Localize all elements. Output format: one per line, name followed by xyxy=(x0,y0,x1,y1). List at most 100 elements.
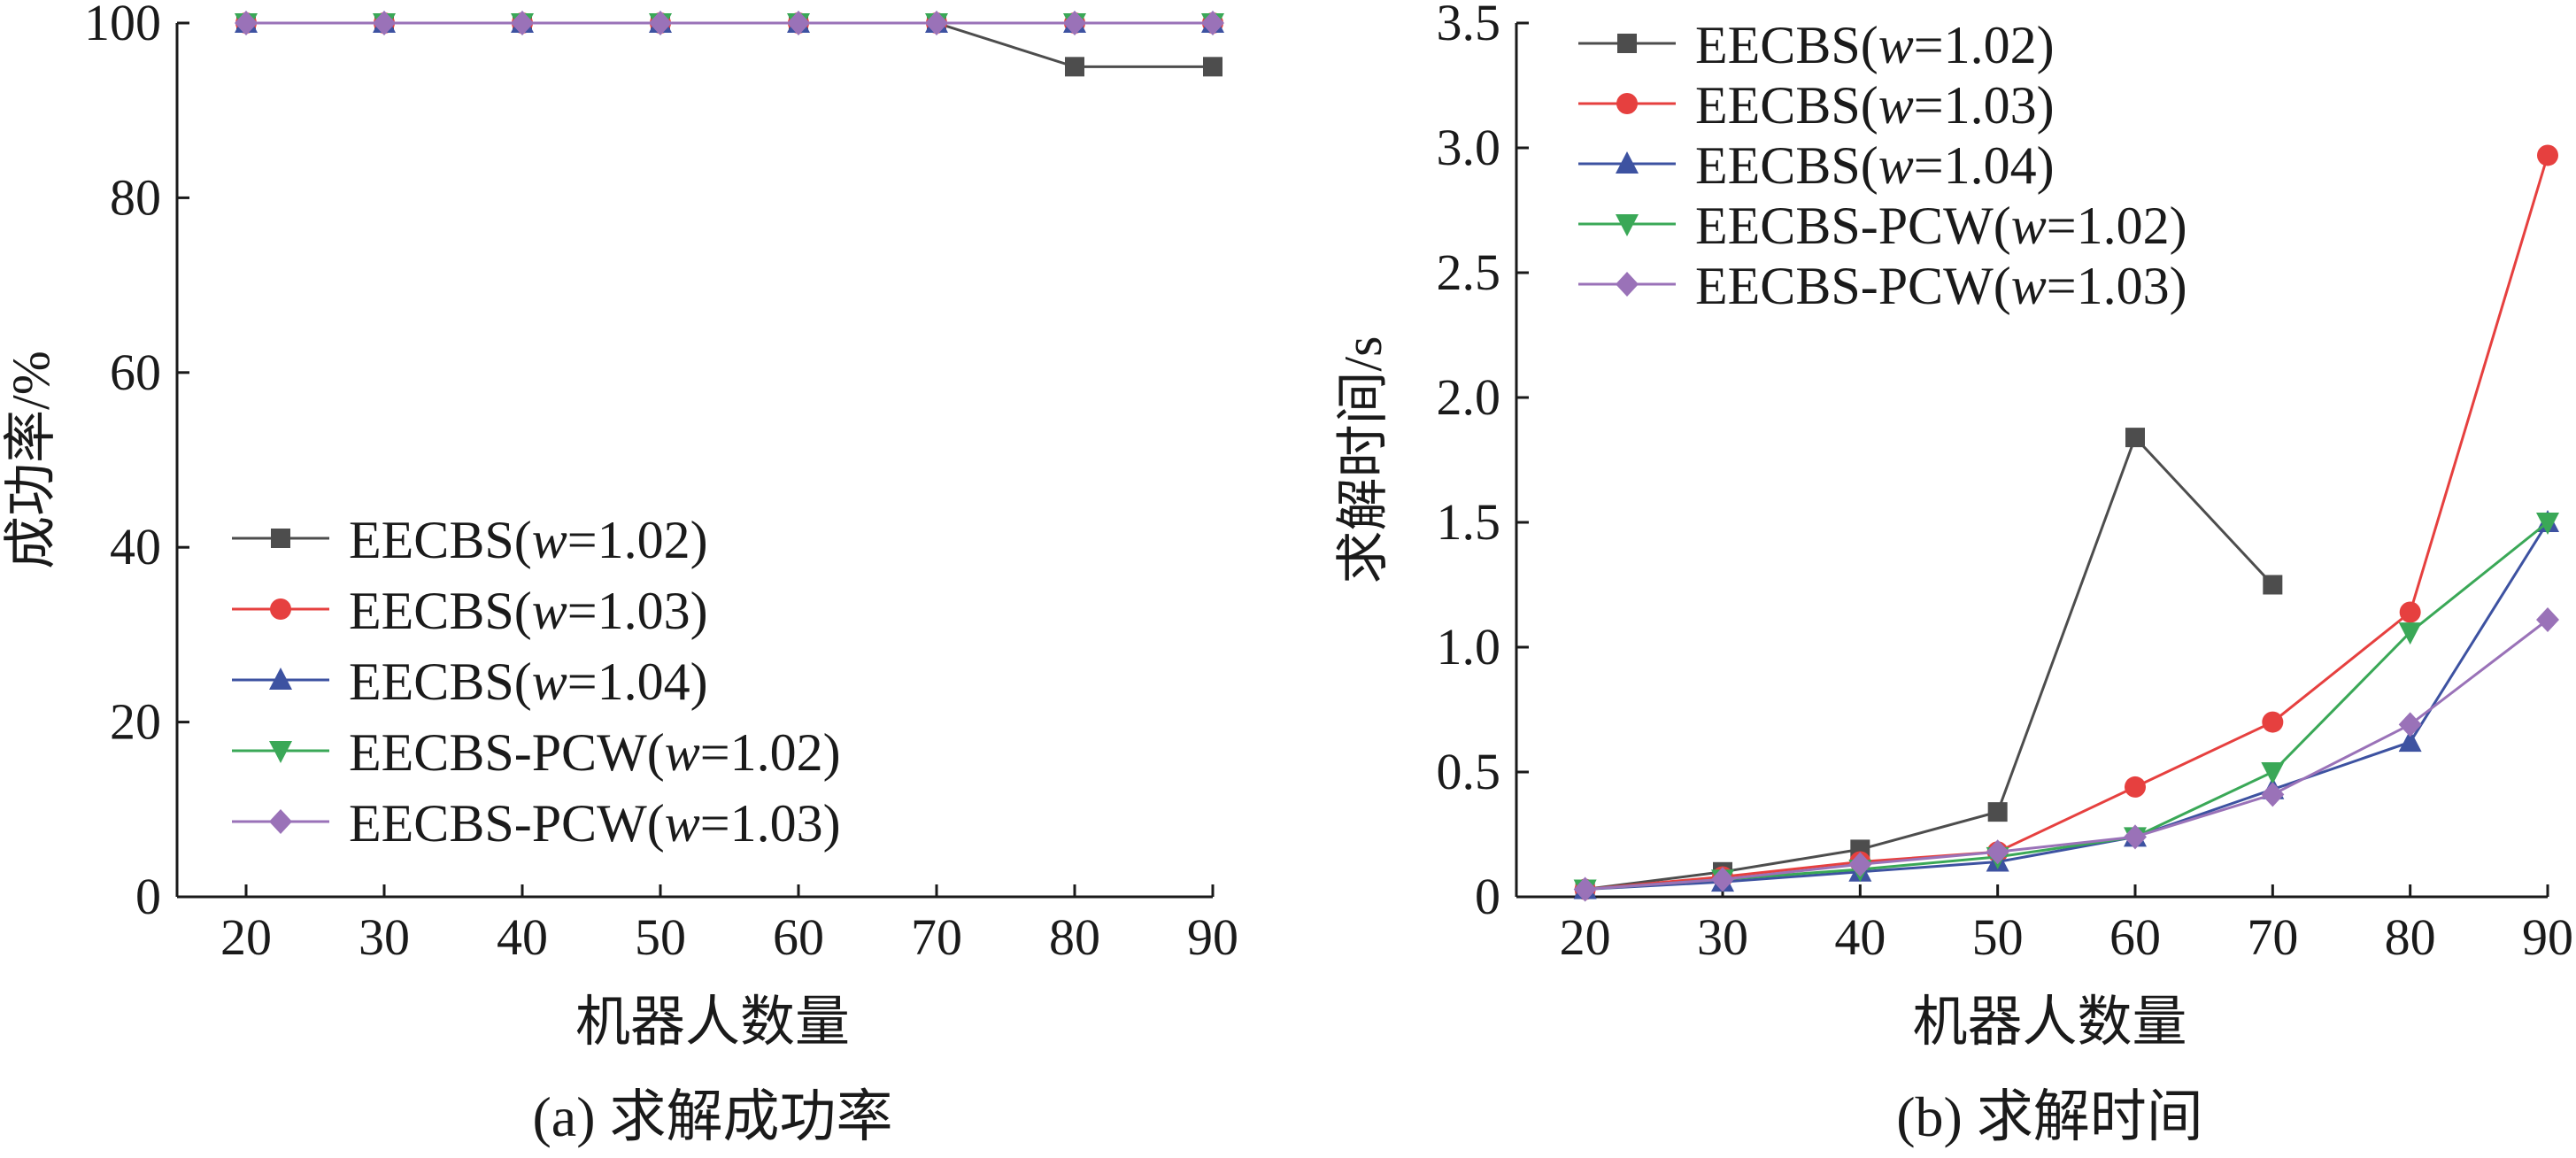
panel-a-x-tick-label: 30 xyxy=(359,908,410,966)
panel-b-y-tick-label: 3.5 xyxy=(1437,0,1501,51)
legend-label: EECBS(w=1.03) xyxy=(1695,76,2055,135)
panel-b-y-axis-label: 求解时间/s xyxy=(1334,336,1392,583)
panel-b-x-tick-label: 70 xyxy=(2247,908,2298,966)
panel-b-series-5 xyxy=(1573,606,2559,902)
legend-label: EECBS-PCW(w=1.02) xyxy=(349,723,841,782)
panel-b-x-tick-label: 90 xyxy=(2522,908,2573,966)
panel-b-data-point xyxy=(2262,711,2284,733)
panel-a-legend-item: EECBS(w=1.04) xyxy=(232,652,708,711)
panel-b-y-tick-label: 2.5 xyxy=(1437,243,1501,301)
legend-marker xyxy=(269,668,292,690)
panel-b-solve-time: 20 30 40 50 60 70 80 90 0 0.5 1.0 1.5 2.0 2.5 3.0 3.5 E… xyxy=(1334,0,2573,1148)
legend-label: EECBS(w=1.02) xyxy=(1695,16,2055,74)
panel-b-data-point xyxy=(2125,776,2146,798)
panel-b-data-point xyxy=(2398,730,2422,753)
panel-a-success-rate: 20 30 40 50 60 70 80 90 0 20 40 60 80 100 EECBS(w=1.0… xyxy=(2,0,1238,1148)
panel-b-data-point xyxy=(2125,428,2145,448)
panel-a-data-point xyxy=(1063,11,1086,35)
panel-b-x-tick-label: 30 xyxy=(1697,908,1748,966)
panel-b-data-point xyxy=(2398,712,2422,737)
panel-b-legend: EECBS(w=1.02)EECBS(w=1.03)EECBS(w=1.04)E… xyxy=(1578,16,2187,315)
panel-b-data-point xyxy=(2263,575,2283,595)
panel-b-data-point xyxy=(1573,876,1597,902)
panel-b-series-3 xyxy=(1573,510,2559,899)
panel-b-data-point xyxy=(2536,513,2559,535)
panel-a-data-point xyxy=(235,11,258,35)
panel-a-y-tick-label: 100 xyxy=(84,0,161,51)
panel-b-series-1 xyxy=(1575,428,2283,899)
panel-b-series-line xyxy=(1585,521,2549,891)
legend-label: EECBS(w=1.03) xyxy=(349,582,708,640)
panel-b-y-tick-label: 0.5 xyxy=(1437,743,1501,800)
panel-b-data-point xyxy=(2398,622,2422,645)
panel-b-data-point xyxy=(2399,601,2421,623)
panel-b-legend-item: EECBS(w=1.02) xyxy=(1578,16,2055,74)
panel-b-series-line xyxy=(1585,155,2549,891)
panel-b-y-tick-label: 1.5 xyxy=(1437,493,1501,551)
panel-a-legend: EECBS(w=1.02) EECBS(w=1.03) EECBS(w=1.04) E… xyxy=(232,511,841,853)
panel-b-data-point xyxy=(1986,839,2009,865)
panel-b-caption: (b) 求解时间 xyxy=(1896,1085,2203,1148)
panel-a-data-point xyxy=(373,11,396,35)
panel-a-x-tick-label: 80 xyxy=(1049,908,1100,966)
panel-b-y-tick-label: 0 xyxy=(1475,868,1500,925)
panel-a-legend-item: EECBS-PCW(w=1.03) xyxy=(232,794,841,853)
panel-a-legend-item: EECBS(w=1.03) xyxy=(232,582,708,640)
panel-b-x-tick-label: 60 xyxy=(2109,908,2161,966)
panel-a-data-point xyxy=(1201,11,1224,35)
panel-b-data-point xyxy=(2124,824,2147,850)
legend-label: EECBS(w=1.04) xyxy=(349,652,708,711)
panel-b-data-point xyxy=(1987,802,2008,822)
panel-a-data-point xyxy=(1203,57,1222,77)
panel-a-data-point xyxy=(787,11,810,35)
panel-b-series-line xyxy=(1585,435,2274,891)
legend-label: EECBS(w=1.04) xyxy=(1695,136,2055,195)
panel-a-y-axis-label: 成功率/% xyxy=(2,351,60,569)
panel-b-y-tick-label: 1.0 xyxy=(1437,618,1501,676)
panel-b-legend-item: EECBS-PCW(w=1.03) xyxy=(1578,257,2187,315)
panel-a-axes xyxy=(175,23,1213,899)
panel-b-series-line xyxy=(1585,521,2549,891)
panel-a-data-point xyxy=(925,11,948,35)
panel-a-x-axis-label: 机器人数量 xyxy=(575,992,850,1053)
panel-a-data-point xyxy=(649,11,672,35)
panel-b-y-tick-label: 3.0 xyxy=(1437,119,1501,176)
panel-a-x-tick-label: 50 xyxy=(635,908,686,966)
legend-label: EECBS-PCW(w=1.03) xyxy=(349,794,841,853)
panel-a-x-tick-label: 70 xyxy=(911,908,962,966)
panel-b-data-point xyxy=(2261,762,2285,784)
legend-marker xyxy=(270,598,291,620)
panel-b-series-line xyxy=(1585,618,2549,891)
panel-a-data-point xyxy=(511,11,534,35)
panel-b-x-tick-label: 80 xyxy=(2385,908,2436,966)
legend-marker xyxy=(1617,34,1637,53)
panel-a-x-tick-label: 60 xyxy=(773,908,824,966)
panel-a-y-tick-label: 40 xyxy=(110,518,161,575)
legend-marker xyxy=(1616,272,1639,297)
panel-b-data-point xyxy=(1711,867,1734,892)
panel-b-legend-item: EECBS(w=1.04) xyxy=(1578,136,2055,195)
legend-marker xyxy=(269,741,292,763)
panel-b-y-tick-label: 2.0 xyxy=(1437,368,1501,426)
legend-label: EECBS-PCW(w=1.03) xyxy=(1695,257,2187,315)
legend-marker xyxy=(269,809,292,834)
panel-b-legend-item: EECBS(w=1.03) xyxy=(1578,76,2055,135)
legend-marker xyxy=(1616,214,1639,236)
panel-a-x-tick-label: 90 xyxy=(1187,908,1238,966)
panel-a-x-tick-label: 20 xyxy=(220,908,272,966)
legend-marker xyxy=(1616,151,1639,174)
legend-label: EECBS-PCW(w=1.02) xyxy=(1695,197,2187,255)
panel-b-data-point xyxy=(1848,852,1872,877)
panel-a-x-tick-label: 40 xyxy=(497,908,548,966)
panel-a-series-5 xyxy=(235,11,1224,35)
panel-a-caption: (a) 求解成功率 xyxy=(532,1085,892,1148)
legend-marker xyxy=(1616,93,1638,114)
panel-a-y-tick-label: 80 xyxy=(110,168,161,226)
panel-b-x-axis-label: 机器人数量 xyxy=(1912,992,2187,1053)
panel-a-legend-item: EECBS(w=1.02) xyxy=(232,511,708,569)
panel-a-y-tick-label: 60 xyxy=(110,344,161,401)
panel-b-x-tick-label: 50 xyxy=(1972,908,2024,966)
panel-a-data-point xyxy=(1065,57,1084,77)
panel-a-legend-item: EECBS-PCW(w=1.02) xyxy=(232,723,841,782)
